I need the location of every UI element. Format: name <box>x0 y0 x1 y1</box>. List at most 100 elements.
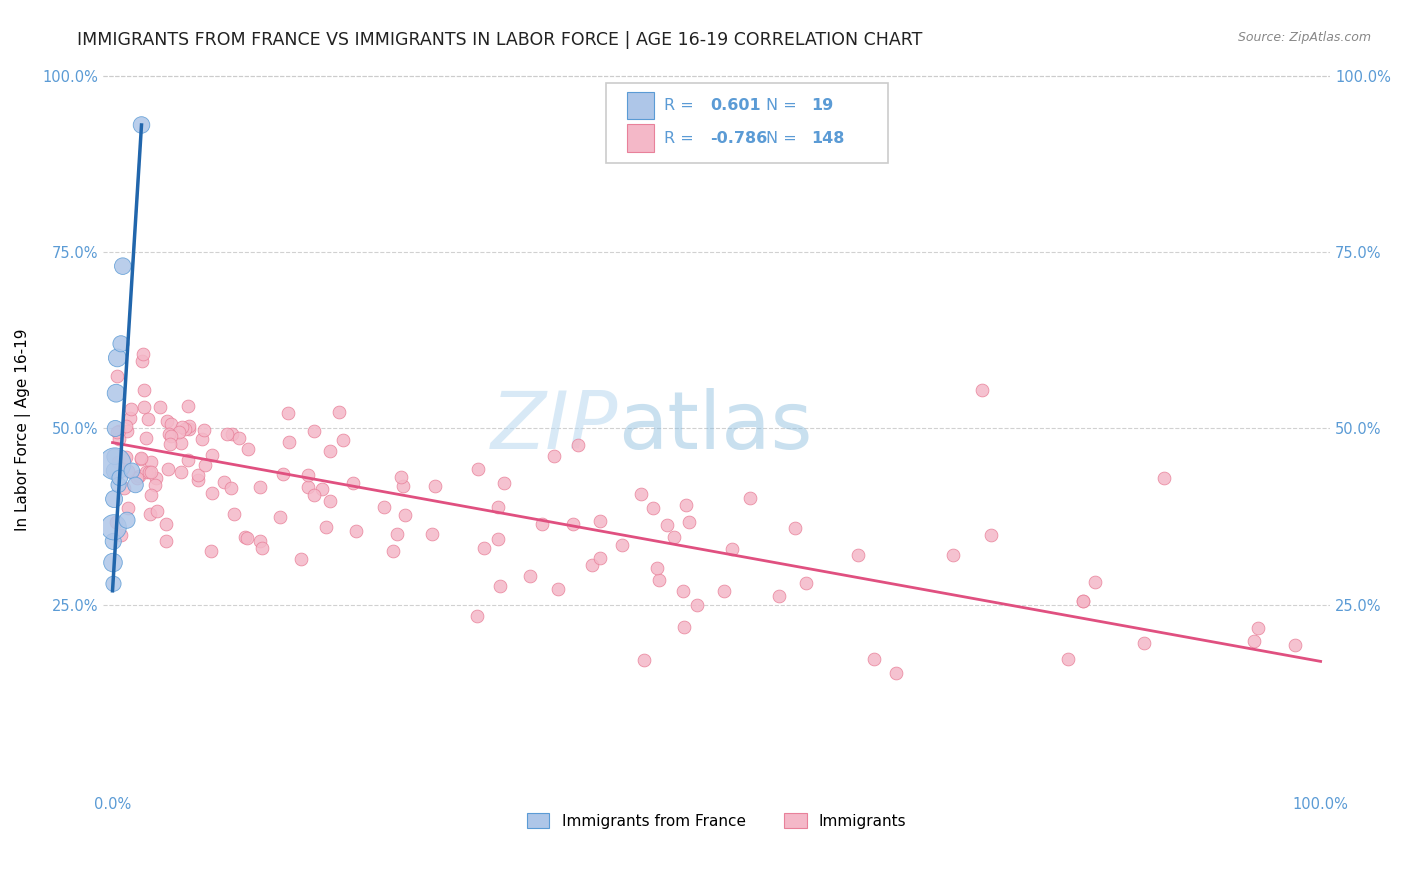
Point <box>131 354 153 368</box>
Point <box>391 479 413 493</box>
Point <box>385 526 408 541</box>
Point <box>290 552 312 566</box>
Point <box>297 468 319 483</box>
Point <box>1057 652 1080 666</box>
Point <box>173 422 195 436</box>
Point <box>110 336 132 351</box>
Point <box>474 541 496 556</box>
Point <box>302 424 325 438</box>
Point <box>201 486 224 500</box>
Point <box>311 482 333 496</box>
Point <box>846 548 869 562</box>
Point <box>156 414 179 428</box>
Point <box>271 467 294 481</box>
Text: atlas: atlas <box>619 388 813 466</box>
Point <box>589 514 612 528</box>
Point <box>135 431 157 445</box>
Point <box>494 476 516 491</box>
Point <box>121 464 143 478</box>
Point <box>678 515 700 529</box>
Point <box>145 471 167 485</box>
Point <box>145 504 167 518</box>
Point <box>105 386 128 401</box>
Point <box>1247 621 1270 635</box>
Point <box>713 584 735 599</box>
Point <box>675 498 697 512</box>
Point <box>177 419 200 434</box>
Point <box>159 417 181 431</box>
Point <box>117 501 139 516</box>
Point <box>217 426 239 441</box>
Point <box>104 457 127 471</box>
Point <box>980 527 1002 541</box>
Point <box>249 533 271 548</box>
Point <box>862 651 884 665</box>
Point <box>657 517 679 532</box>
Point <box>543 449 565 463</box>
Point <box>589 550 612 565</box>
Point <box>177 453 200 467</box>
Point <box>132 383 155 397</box>
Text: IMMIGRANTS FROM FRANCE VS IMMIGRANTS IN LABOR FORCE | AGE 16-19 CORRELATION CHAR: IMMIGRANTS FROM FRANCE VS IMMIGRANTS IN … <box>77 31 922 49</box>
Point <box>115 513 138 527</box>
Point <box>194 458 217 472</box>
Point <box>297 480 319 494</box>
Point <box>235 530 257 544</box>
Point <box>193 423 215 437</box>
Text: -0.786: -0.786 <box>710 131 768 146</box>
Point <box>103 576 125 591</box>
Point <box>645 561 668 575</box>
Point <box>139 465 162 479</box>
Point <box>972 383 994 397</box>
Point <box>177 399 200 413</box>
Point <box>332 433 354 447</box>
Point <box>125 471 148 485</box>
Text: R =: R = <box>664 98 693 113</box>
Point <box>107 369 129 384</box>
Point <box>108 424 131 438</box>
Text: ZIP: ZIP <box>491 388 619 466</box>
Point <box>610 538 633 552</box>
Point <box>120 402 142 417</box>
Point <box>177 422 200 436</box>
Point <box>465 608 488 623</box>
Point <box>381 544 404 558</box>
Text: 0.601: 0.601 <box>710 98 761 113</box>
Point <box>155 516 177 531</box>
Point <box>236 531 259 545</box>
Point <box>124 478 146 492</box>
Point <box>156 462 179 476</box>
Point <box>222 507 245 521</box>
Point <box>562 516 585 531</box>
Point <box>132 347 155 361</box>
Point <box>219 481 242 495</box>
Point <box>278 434 301 449</box>
Point <box>200 544 222 558</box>
Point <box>318 443 340 458</box>
Point <box>672 583 695 598</box>
Point <box>581 558 603 573</box>
Point <box>486 533 509 547</box>
Point <box>138 465 160 479</box>
Point <box>1084 574 1107 589</box>
Point <box>373 500 395 514</box>
Point <box>1071 594 1094 608</box>
Point <box>488 579 510 593</box>
Point <box>103 520 125 534</box>
Point <box>531 516 554 531</box>
Point <box>302 487 325 501</box>
Point <box>212 475 235 489</box>
Point <box>129 450 152 465</box>
FancyBboxPatch shape <box>606 83 889 162</box>
Point <box>169 425 191 439</box>
Point <box>942 548 965 562</box>
Point <box>277 406 299 420</box>
Point <box>136 412 159 426</box>
Point <box>236 442 259 456</box>
Point <box>187 468 209 483</box>
Point <box>344 524 367 538</box>
Point <box>110 528 132 542</box>
Point <box>662 530 685 544</box>
Point <box>120 411 142 425</box>
Point <box>228 431 250 445</box>
